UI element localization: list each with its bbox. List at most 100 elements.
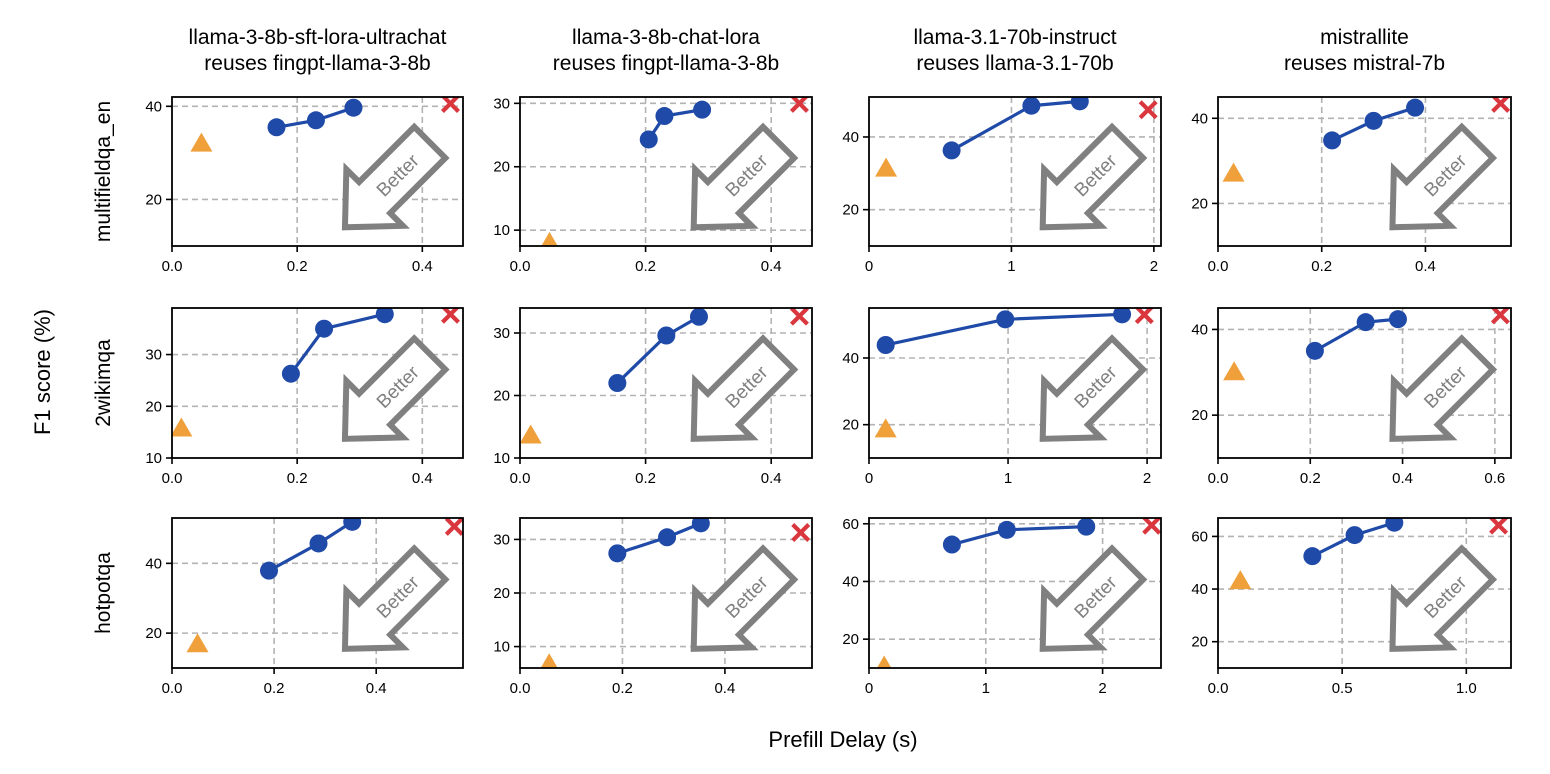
line-point <box>658 528 677 547</box>
panel-frame <box>171 307 464 459</box>
y-tick-label: 20 <box>1191 634 1208 651</box>
panel-r2-c2: Better 0 1 2 20 40 60 <box>842 516 1162 697</box>
y-tick-label: 30 <box>493 531 510 548</box>
cross-point <box>1134 308 1154 325</box>
line-point <box>1113 308 1132 324</box>
line-point <box>1345 526 1364 545</box>
line-point <box>1406 98 1425 117</box>
y-tick-label: 10 <box>493 450 510 467</box>
column-title-line: reuses llama-3.1-70b <box>916 52 1113 75</box>
panel-frame <box>868 307 1162 459</box>
better-arrow-shape <box>1389 544 1498 652</box>
line-point <box>693 100 712 119</box>
x-tick-label: 0.6 <box>1484 470 1505 487</box>
panel-r0-c3: Better 0.0 0.2 0.4 20 40 <box>1191 96 1512 275</box>
better-arrow-shape <box>341 122 450 231</box>
column-titles: llama-3-8b-sft-lora-ultrachat reuses fing… <box>189 26 1445 75</box>
line-point <box>655 107 674 126</box>
panel-series <box>541 97 809 246</box>
line-point <box>1385 518 1404 532</box>
better-arrow-shape <box>1039 334 1148 442</box>
line-point <box>1077 518 1096 536</box>
cross-stroke <box>789 308 809 326</box>
y-tick-label: 30 <box>145 347 162 364</box>
x-tick-label: 0 <box>865 470 873 487</box>
x-tick-label: 0.4 <box>714 680 735 697</box>
panel-r0-c1: Better 0.0 0.2 0.4 10 20 30 <box>493 95 813 275</box>
triangle-point <box>874 418 897 438</box>
better-arrow: Better <box>341 334 450 442</box>
line-point <box>608 544 627 563</box>
line-point <box>1303 547 1322 566</box>
better-arrow-shape <box>341 544 450 652</box>
x-tick-label: 0.0 <box>162 680 183 697</box>
cross-point <box>1489 518 1509 535</box>
panel-frame <box>1217 517 1512 669</box>
better-arrow: Better <box>1039 544 1148 652</box>
line-point <box>942 141 961 160</box>
better-arrow: Better <box>690 334 799 442</box>
panel-r0-c2: Better 0 1 2 20 40 <box>842 96 1162 275</box>
y-tick-label: 30 <box>493 325 510 342</box>
better-arrow-shape <box>690 122 799 231</box>
panel-series <box>874 308 1154 438</box>
cross-point <box>1138 100 1158 120</box>
x-tick-label: 0.0 <box>1208 680 1229 697</box>
y-tick-label: 40 <box>1191 581 1208 598</box>
y-tick-label: 40 <box>145 98 162 115</box>
x-tick-label: 0.2 <box>635 470 656 487</box>
cross-point <box>791 522 811 542</box>
triangle-point <box>540 653 558 668</box>
triangle-point <box>541 231 558 246</box>
panel-frame <box>171 96 464 247</box>
y-tick-label: 20 <box>842 631 859 648</box>
x-tick-label: 0.2 <box>287 470 308 487</box>
cross-stroke <box>1489 518 1509 535</box>
panel-series <box>520 308 809 444</box>
panel-series <box>876 518 1161 668</box>
cross-stroke <box>1142 518 1161 535</box>
better-arrow: Better <box>341 122 450 231</box>
x-tick-label: 0 <box>865 258 873 275</box>
panel-frame <box>1217 96 1512 247</box>
cross-stroke <box>791 522 811 542</box>
x-tick-label: 1 <box>1007 258 1015 275</box>
line-point <box>996 310 1015 329</box>
better-arrow: Better <box>690 122 799 231</box>
column-title-line: llama-3-8b-sft-lora-ultrachat <box>189 26 447 49</box>
x-tick-label: 0.4 <box>366 680 387 697</box>
triangle-point <box>172 417 193 437</box>
better-arrow-shape <box>1039 544 1148 652</box>
line-point <box>281 364 300 383</box>
y-tick-label: 40 <box>842 350 859 367</box>
x-tick-label: 0.0 <box>162 470 183 487</box>
y-tick-label: 40 <box>1191 110 1208 127</box>
better-arrow-shape <box>1389 334 1498 442</box>
series-line <box>1314 317 1399 353</box>
better-arrow: Better <box>690 544 799 652</box>
better-arrow-shape <box>1389 122 1498 231</box>
y-tick-label: 40 <box>842 129 859 146</box>
y-tick-label: 20 <box>145 625 162 642</box>
x-tick-label: 0.2 <box>635 258 656 275</box>
triangle-point <box>1223 361 1246 381</box>
y-tick-label: 40 <box>1191 321 1208 338</box>
y-tick-label: 40 <box>842 573 859 590</box>
y-tick-label: 40 <box>145 555 162 572</box>
series-line <box>951 525 1087 547</box>
row-label-1: 2wikimqa <box>92 339 115 427</box>
column-title-line: mistrallite <box>1320 26 1409 49</box>
line-point <box>1305 341 1324 360</box>
y-tick-label: 20 <box>1191 407 1208 424</box>
cross-point <box>789 308 809 326</box>
better-arrow: Better <box>1389 122 1498 231</box>
y-tick-label: 20 <box>842 202 859 219</box>
x-tick-label: 0.0 <box>162 258 183 275</box>
line-point <box>1323 131 1342 150</box>
panel-frame <box>1217 307 1512 459</box>
triangle-point <box>1229 570 1252 590</box>
y-tick-label: 10 <box>145 450 162 467</box>
x-tick-label: 0.4 <box>1392 470 1413 487</box>
y-tick-label: 60 <box>1191 528 1208 545</box>
